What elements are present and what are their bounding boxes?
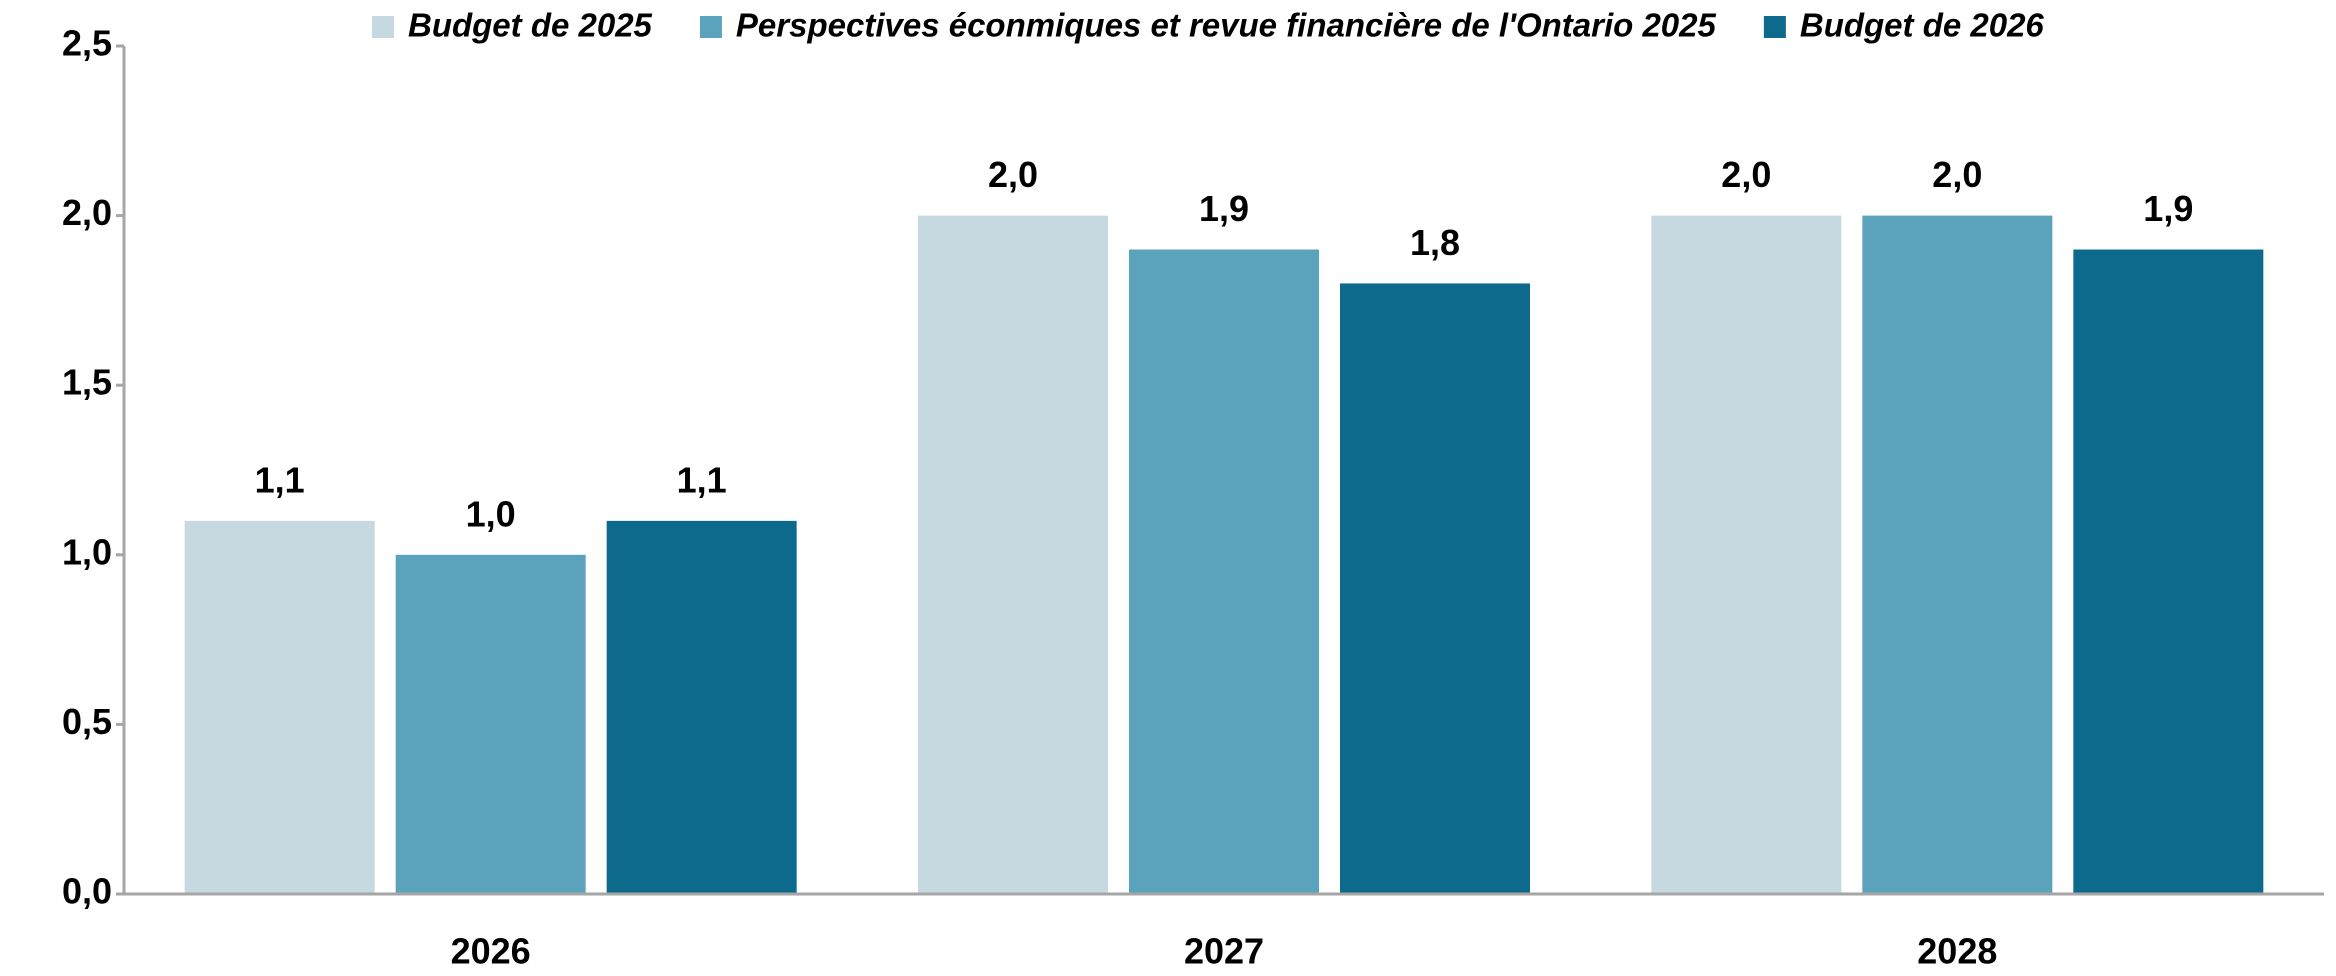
y-tick-label: 0,5	[62, 701, 112, 742]
bar	[606, 520, 797, 894]
y-tick-label: 1,0	[62, 531, 112, 572]
value-label: 1,0	[466, 493, 516, 534]
x-tick-label: 2028	[1917, 931, 1997, 972]
legend-swatch	[372, 16, 394, 38]
bar	[1862, 215, 2053, 895]
bar	[395, 554, 586, 894]
x-tick-label: 2027	[1184, 931, 1264, 972]
bar	[184, 520, 375, 894]
bar	[1129, 249, 1319, 894]
legend-label: Budget de 2026	[1800, 7, 2045, 44]
value-label: 1,9	[1199, 188, 1249, 229]
value-label: 2,0	[988, 154, 1038, 195]
value-label: 2,0	[1721, 154, 1771, 195]
legend-swatch	[699, 16, 722, 38]
y-tick-label: 2,5	[62, 23, 112, 64]
y-tick-label: 0,0	[62, 871, 112, 912]
value-label: 1,1	[255, 459, 305, 500]
legend-label: Perspectives éconmiques et revue financi…	[736, 7, 1717, 44]
value-label: 1,9	[2143, 188, 2193, 229]
bar	[2073, 249, 2264, 894]
x-tick-label: 2026	[451, 931, 531, 972]
legend-swatch	[1763, 16, 1786, 38]
bar	[1651, 215, 1842, 895]
y-tick-label: 2,0	[62, 192, 112, 233]
bar	[1340, 283, 1530, 894]
y-tick-label: 1,5	[62, 362, 112, 403]
value-label: 2,0	[1932, 154, 1982, 195]
value-label: 1,8	[1410, 222, 1460, 263]
bar	[918, 215, 1108, 895]
value-label: 1,1	[677, 459, 727, 500]
legend-label: Budget de 2025	[408, 7, 653, 44]
